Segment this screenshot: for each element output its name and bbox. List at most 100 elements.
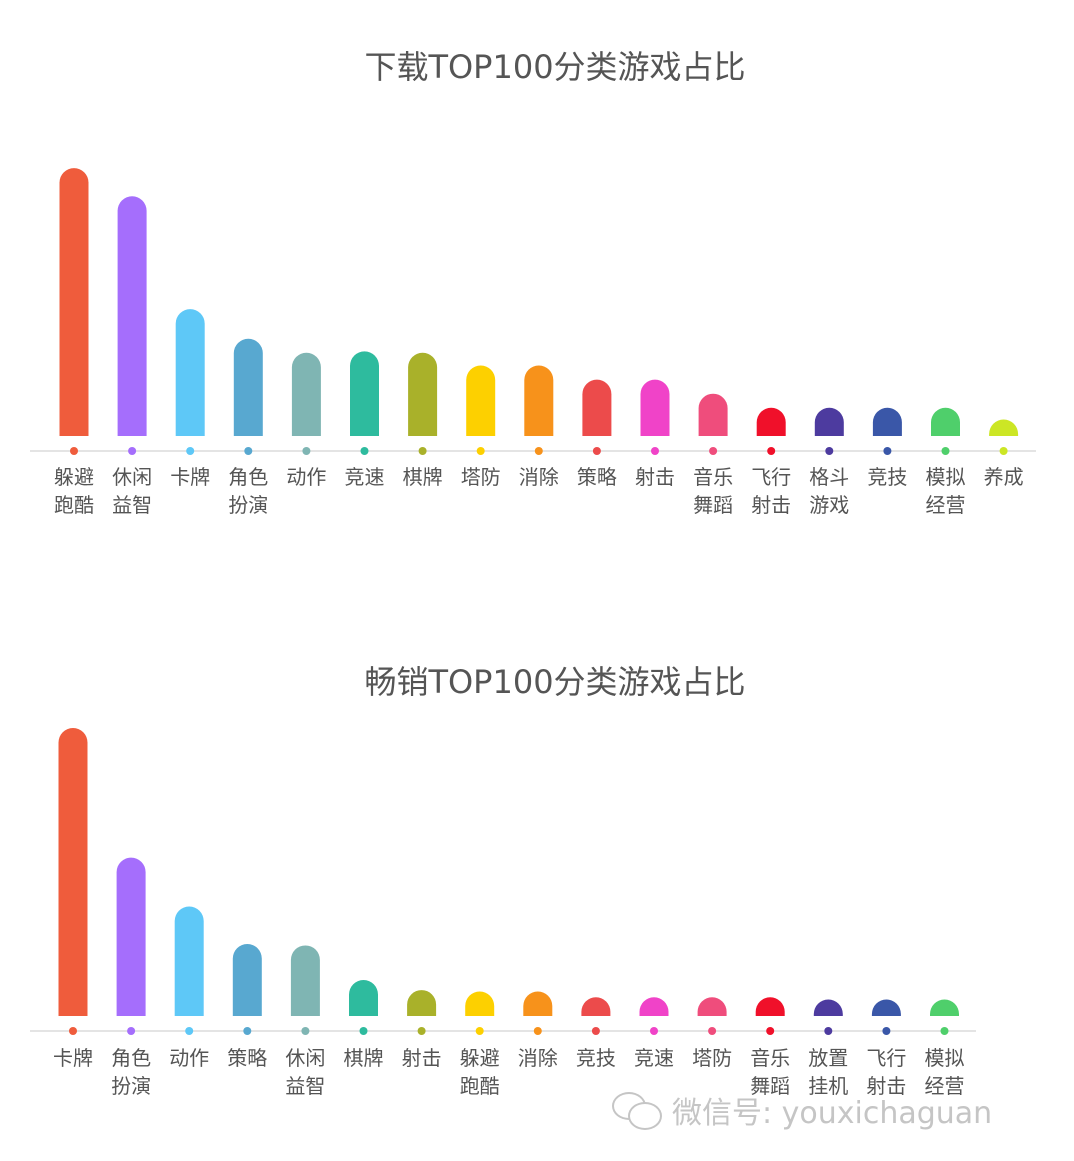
tick-label: 音乐舞蹈	[750, 1046, 790, 1098]
tick-label: 角色扮演	[228, 465, 268, 517]
legend-dot	[186, 447, 195, 455]
tick-label: 格斗游戏	[809, 465, 849, 517]
tick-label: 棋牌	[344, 1046, 384, 1070]
tick-label: 模拟经营	[925, 1046, 965, 1098]
bar	[756, 407, 786, 436]
legend-dot	[766, 1027, 775, 1035]
tick-label: 竞速	[634, 1046, 674, 1070]
tick-label: 塔防	[692, 1046, 732, 1070]
tick-label: 养成	[984, 465, 1024, 489]
legend-dot	[301, 1027, 310, 1035]
tick-label: 射击	[402, 1046, 442, 1070]
legend-dot	[882, 1027, 891, 1035]
bar	[290, 945, 320, 1016]
bar	[872, 407, 902, 436]
bar	[58, 728, 88, 1016]
legend-dot	[708, 1027, 717, 1035]
bar	[59, 168, 89, 436]
bar	[116, 857, 146, 1016]
tick-label: 休闲益智	[112, 465, 152, 517]
legend-dot	[824, 1027, 833, 1035]
legend-dot	[940, 1027, 949, 1035]
legend-dot	[360, 447, 369, 455]
legend-dot	[591, 1027, 600, 1035]
legend-dot	[883, 447, 892, 455]
bar	[465, 991, 495, 1016]
legend-dot	[476, 447, 485, 455]
tick-label: 竞技	[867, 465, 907, 489]
tick-label: 休闲益智	[285, 1046, 325, 1098]
bar	[232, 944, 262, 1016]
legend-dot	[534, 447, 543, 455]
tick-label: 消除	[518, 1046, 558, 1070]
bar	[174, 906, 204, 1016]
bar	[640, 379, 670, 436]
legend-dot	[941, 447, 950, 455]
bar	[930, 407, 960, 436]
wechat-icon	[612, 1090, 664, 1130]
bar	[755, 997, 785, 1016]
bar	[523, 991, 553, 1016]
tick-label: 飞行射击	[866, 1046, 906, 1098]
bar	[871, 999, 901, 1016]
legend-dot	[127, 1027, 136, 1035]
tick-label: 棋牌	[403, 465, 443, 489]
legend-dot	[767, 447, 776, 455]
legend-dot	[128, 447, 137, 455]
legend-dot	[592, 447, 601, 455]
bar	[349, 979, 378, 1016]
bar	[639, 997, 669, 1016]
legend-dot	[70, 447, 78, 455]
bar	[350, 351, 379, 436]
tick-label: 角色扮演	[111, 1046, 151, 1098]
tick-label: 竞速	[345, 465, 385, 489]
bar	[407, 990, 437, 1016]
bar	[117, 196, 147, 436]
tick-label: 卡牌	[170, 465, 210, 489]
bar	[233, 338, 263, 436]
bar	[930, 999, 959, 1016]
bar	[698, 393, 728, 436]
bar	[814, 407, 844, 436]
legend-dot	[533, 1027, 542, 1035]
tick-label: 射击	[635, 465, 675, 489]
legend-dot	[244, 447, 253, 455]
tick-label: 动作	[169, 1046, 209, 1070]
bar	[989, 419, 1019, 436]
bar	[524, 365, 554, 436]
legend-dot	[999, 447, 1008, 455]
tick-label: 躲避跑酷	[54, 465, 94, 517]
legend-dot	[359, 1027, 368, 1035]
tick-label: 动作	[286, 465, 326, 489]
tick-label: 模拟经营	[926, 465, 966, 517]
tick-label: 放置挂机	[808, 1046, 848, 1098]
legend-dot	[185, 1027, 194, 1035]
watermark: 微信号: youxichaguan	[612, 1086, 1052, 1134]
legend-dot	[650, 1027, 658, 1035]
bar	[582, 379, 612, 436]
legend-dot	[418, 447, 427, 455]
tick-label: 策略	[577, 465, 617, 489]
legend-dot	[302, 447, 311, 455]
legend-dot	[69, 1027, 77, 1035]
tick-label: 卡牌	[53, 1046, 93, 1070]
chart-title-download: 下载TOP100分类游戏占比	[364, 48, 746, 86]
bar	[466, 365, 496, 436]
tick-label: 消除	[519, 465, 559, 489]
tick-label: 飞行射击	[751, 465, 791, 517]
bar	[408, 352, 438, 436]
watermark-text: 微信号: youxichaguan	[672, 1096, 993, 1131]
legend-dot	[709, 447, 718, 455]
legend-dot	[243, 1027, 252, 1035]
bar	[581, 997, 611, 1016]
bar	[291, 352, 321, 436]
chart-title-bestseller: 畅销TOP100分类游戏占比	[364, 663, 746, 701]
legend-dot	[825, 447, 834, 455]
tick-label: 策略	[227, 1046, 267, 1070]
tick-label: 音乐舞蹈	[693, 465, 733, 517]
tick-label: 躲避跑酷	[460, 1046, 500, 1098]
bar	[813, 999, 843, 1016]
